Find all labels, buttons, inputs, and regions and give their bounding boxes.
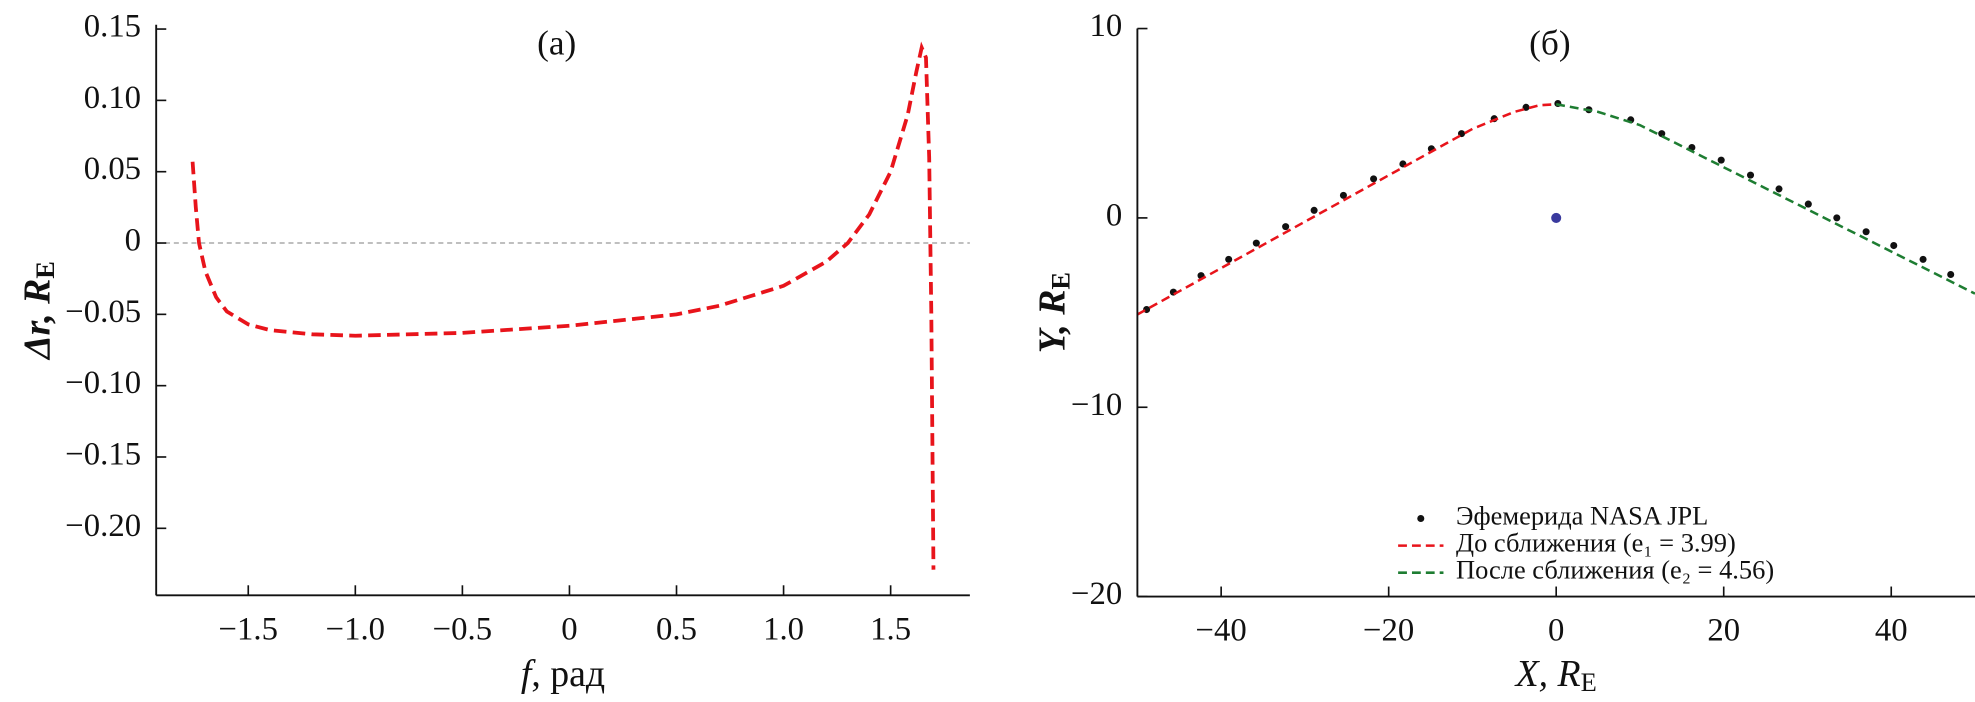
y-axis-label-text: Δr, R (16, 279, 58, 361)
y-tick-label: −20 (1071, 576, 1122, 612)
y-tick-label: −0.05 (65, 294, 141, 330)
data-point (1746, 171, 1755, 179)
data-point (1862, 228, 1870, 236)
legend-swatch (1417, 514, 1425, 523)
y-tick-label: −10 (1071, 387, 1122, 423)
y-tick-label: 0 (1106, 197, 1122, 233)
x-tick-label: −40 (1196, 613, 1247, 649)
y-tick-label: −0.20 (65, 508, 141, 544)
x-tick-label: 40 (1875, 613, 1908, 649)
x-axis-label: X, RE (1514, 653, 1597, 697)
y-tick-label: 0.15 (84, 9, 141, 45)
data-point (1919, 255, 1927, 263)
y-axis-label: Δr, RE (16, 261, 60, 361)
y-tick-label: −0.15 (65, 437, 141, 473)
data-point (1310, 206, 1318, 214)
data-point (1890, 242, 1898, 250)
y-axis-label-text: Y, R (1031, 290, 1073, 354)
data-point (1804, 200, 1812, 208)
x-tick-label: 1.5 (870, 611, 911, 647)
data-point (1522, 103, 1530, 111)
x-tick-label: 0 (561, 611, 577, 647)
data-line (1137, 103, 1557, 316)
data-point (1282, 223, 1290, 231)
data-point (1370, 175, 1378, 183)
data-line (1555, 103, 1975, 295)
x-tick-label: 20 (1707, 613, 1740, 649)
data-point (1658, 130, 1666, 138)
data-point (1225, 255, 1233, 263)
x-tick-label: 0 (1548, 613, 1564, 649)
x-axis-label: f, рад (521, 653, 605, 695)
y-tick-label: 0.05 (84, 151, 141, 187)
y-axis-label-sub: E (30, 261, 60, 279)
data-point (1252, 239, 1260, 247)
x-tick-label: 1.0 (763, 611, 804, 647)
x-tick-label: −1.5 (219, 611, 278, 647)
plot-area (1137, 100, 1975, 316)
y-tick-label: 10 (1090, 8, 1123, 44)
y-tick-label: 0 (125, 223, 141, 259)
legend-label: До сближения (e₁ = 3.99) (1456, 528, 1736, 558)
data-point (1775, 185, 1783, 193)
chart-title: (а) (537, 23, 576, 62)
y-axis-label-sub: E (1046, 272, 1076, 290)
plot-area (156, 41, 970, 570)
chart-title: (б) (1529, 23, 1570, 62)
y-tick-label: 0.10 (84, 80, 141, 116)
x-tick-label: −0.5 (433, 611, 492, 647)
x-axis-label-rest: , рад (531, 653, 605, 695)
data-line (190, 41, 936, 570)
y-tick-label: −0.10 (65, 365, 141, 401)
data-point (1339, 191, 1347, 199)
x-tick-label: −20 (1363, 613, 1414, 649)
data-point (1947, 270, 1955, 279)
y-axis-label: Y, RE (1031, 272, 1075, 353)
legend-label: Эфемерида NASA JPL (1456, 501, 1708, 531)
data-point (1717, 156, 1725, 164)
x-axis-label-sub: E (1581, 667, 1597, 697)
x-tick-label: −1.0 (326, 611, 385, 647)
center-point (1551, 212, 1562, 223)
legend-label: После сближения (e₂ = 4.56) (1456, 555, 1774, 585)
x-axis-label-text: X, R (1514, 653, 1581, 695)
data-point (1833, 214, 1841, 222)
x-tick-label: 0.5 (656, 611, 697, 647)
